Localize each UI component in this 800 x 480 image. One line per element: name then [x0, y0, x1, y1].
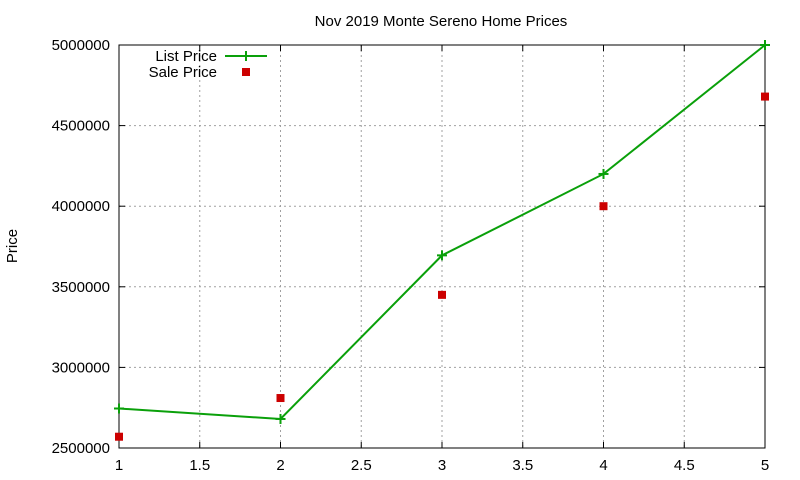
legend-label: List Price	[155, 48, 217, 65]
list-price-point	[760, 40, 770, 50]
y-axis-label: Price	[4, 229, 21, 263]
legend-plus-marker	[241, 51, 251, 61]
x-tick-label: 2.5	[351, 457, 372, 474]
legend-label: Sale Price	[149, 64, 217, 81]
y-tick-label: 2500000	[52, 440, 110, 457]
sale-price-point	[599, 202, 608, 211]
list-price-point	[437, 250, 447, 261]
x-tick-label: 4	[599, 457, 607, 474]
y-tick-label: 4000000	[52, 198, 110, 215]
x-tick-label: 2	[276, 457, 284, 474]
x-tick-label: 5	[761, 457, 769, 474]
series-list-price	[114, 40, 770, 424]
legend-square-marker	[242, 68, 250, 76]
series-sale-price	[115, 92, 769, 441]
grid	[119, 45, 765, 448]
sale-price-point	[276, 394, 285, 403]
list-price-point	[275, 413, 286, 424]
y-tick-label: 4500000	[52, 118, 110, 135]
y-tick-label: 3500000	[52, 279, 110, 296]
list-price-point	[114, 403, 124, 414]
sale-price-point	[761, 92, 769, 101]
y-tick-label: 3000000	[52, 359, 110, 376]
x-tick-label: 1	[115, 457, 123, 474]
series-layer	[114, 40, 770, 441]
x-tick-label: 3	[438, 457, 446, 474]
list-price-point	[598, 168, 609, 179]
axes-ticks: 1 1.5 2 2.5 3 3.5 4 4.5 5 2500000 3000000 3500000 40…	[52, 37, 770, 474]
sale-price-point	[115, 432, 123, 441]
x-tick-label: 4.5	[674, 457, 695, 474]
x-tick-label: 3.5	[512, 457, 533, 474]
sale-price-point	[438, 290, 446, 299]
y-tick-label: 5000000	[52, 37, 110, 54]
chart-title: Nov 2019 Monte Sereno Home Prices	[315, 13, 568, 30]
x-tick-label: 1.5	[189, 457, 210, 474]
